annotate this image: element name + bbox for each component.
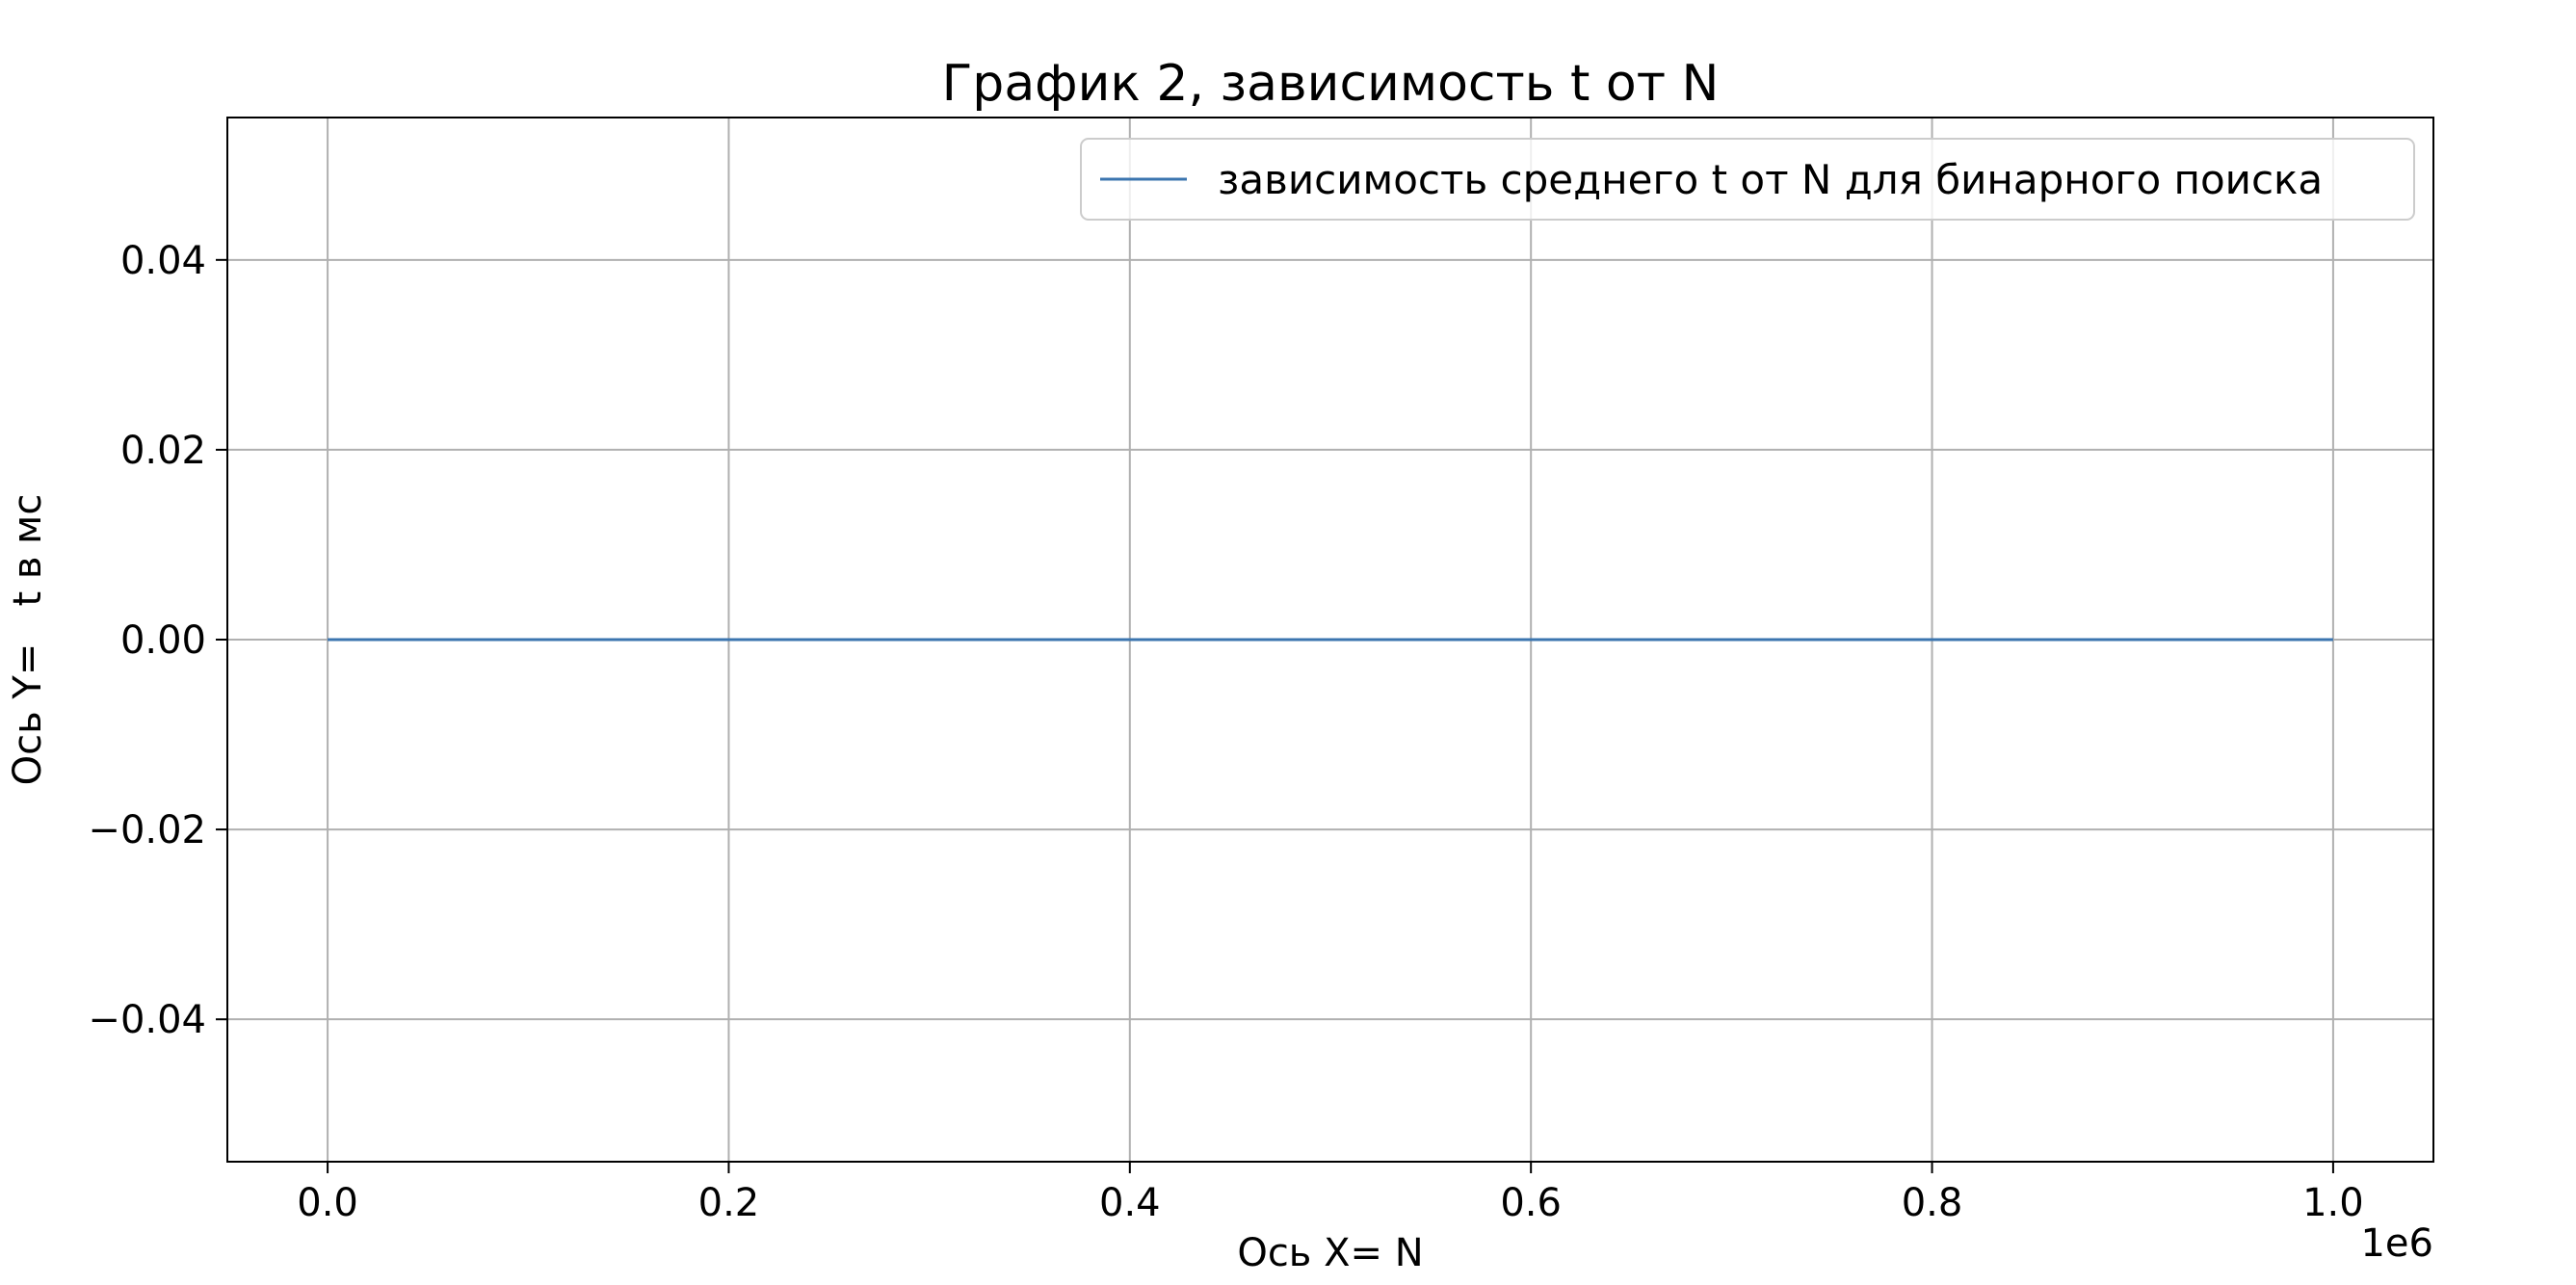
x-tick-label: 0.8	[1902, 1181, 1963, 1225]
y-tick-label: −0.02	[88, 808, 206, 852]
x-tick-label: 1.0	[2302, 1181, 2364, 1225]
x-axis-label: Ось X= N	[1237, 1231, 1423, 1275]
y-tick-label: 0.00	[120, 618, 206, 663]
x-tick-label: 0.4	[1099, 1181, 1161, 1225]
y-tick-label: −0.04	[88, 998, 206, 1042]
x-tick-label: 0.2	[698, 1181, 760, 1225]
ticks: 0.0 0.2 0.4 0.6 0.8 1.0 0.04 0.02 0.00 −0.02 −0.04	[88, 239, 2363, 1225]
y-axis-label: Ось Y= t в мс	[6, 494, 50, 786]
legend: зависимость среднего t от N для бинарног…	[1080, 138, 2415, 221]
chart-title: График 2, зависимость t от N	[942, 55, 1720, 113]
legend-label: зависимость среднего t от N для бинарног…	[1218, 156, 2323, 203]
y-tick-label: 0.04	[120, 239, 206, 283]
x-tick-label: 0.0	[297, 1181, 358, 1225]
y-tick-label: 0.02	[120, 429, 206, 473]
x-axis-offset-text: 1e6	[2360, 1221, 2433, 1266]
legend-box	[1080, 138, 2415, 221]
x-tick-label: 0.6	[1500, 1181, 1562, 1225]
